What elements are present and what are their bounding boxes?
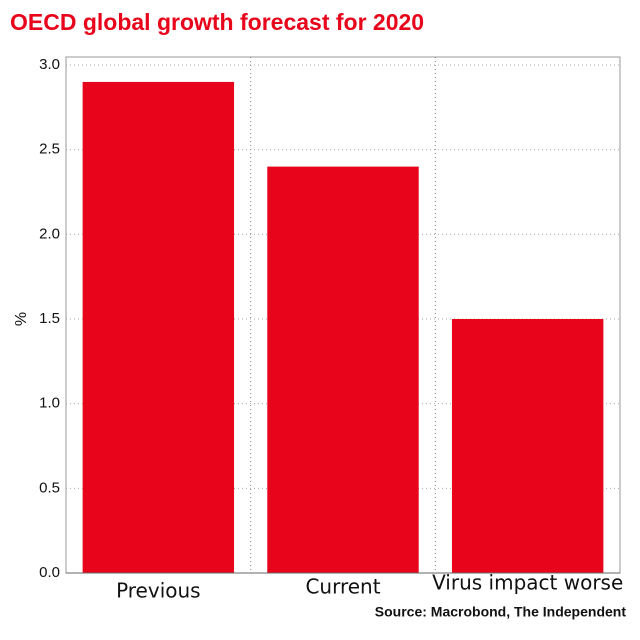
x-tick-label: Previous: [116, 579, 201, 603]
y-tick-label: 0.5: [39, 479, 60, 496]
bar: [451, 319, 604, 573]
y-axis-label: %: [13, 312, 30, 326]
y-tick-label: 0.0: [39, 564, 60, 581]
x-tick-label: Virus impact worse: [432, 571, 623, 595]
bar: [82, 81, 235, 573]
y-tick-label: 2.5: [39, 141, 60, 158]
x-tick-label: Current: [305, 575, 380, 599]
bar: [267, 166, 419, 573]
y-tick-label: 1.5: [39, 310, 60, 327]
chart-title: OECD global growth forecast for 2020: [10, 9, 424, 35]
source: Source: Macrobond, The Independent: [375, 604, 627, 620]
y-tick-label: 1.0: [39, 395, 60, 412]
y-tick-label: 3.0: [39, 56, 60, 73]
y-tick-label: 2.0: [39, 225, 60, 242]
